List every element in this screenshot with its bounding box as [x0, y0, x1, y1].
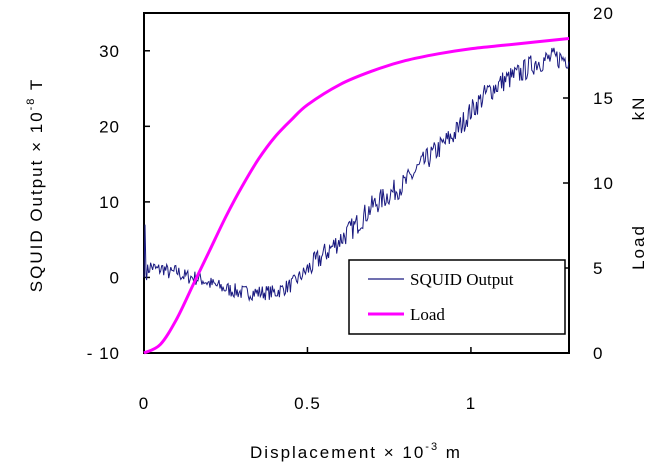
x-axis-title-unit: m [439, 443, 462, 462]
y-left-tick-label-0: - 10 [87, 344, 120, 363]
x-tick-label-0: 0 [139, 394, 149, 413]
y-right-tick-label-4: 20 [593, 4, 614, 23]
legend-label-load: Load [410, 305, 445, 324]
x-axis-title-exponent: -3 [425, 441, 439, 453]
y-left-tick-label-1: 0 [110, 268, 120, 287]
legend-label-squid: SQUID Output [410, 270, 514, 289]
series-line-squid-output [143, 47, 570, 302]
y-right-tick-label-1: 5 [593, 259, 603, 278]
y-axis-right-unit: kN [629, 96, 648, 121]
legend-box [348, 259, 566, 335]
y-right-tick-label-3: 15 [593, 89, 614, 108]
y-axis-right-title: Load [629, 224, 648, 270]
ticks-layer: 0 0.5 1 - 10 0 10 20 30 0 5 10 15 20 [87, 4, 614, 413]
series-layer [143, 37, 570, 355]
y-left-tick-label-4: 30 [99, 42, 120, 61]
y-axis-left-title-unit: T [27, 78, 46, 97]
y-right-tick-label-2: 10 [593, 174, 614, 193]
y-left-tick-label-3: 20 [99, 117, 120, 136]
x-tick-label-1: 0.5 [294, 394, 321, 413]
x-tick-label-2: 1 [466, 394, 476, 413]
y-left-tick-label-2: 10 [99, 193, 120, 212]
x-axis-title: Displacement × 10-3 m [250, 441, 462, 462]
y-axis-left-title: SQUID Output × 10-8 T [25, 78, 46, 292]
y-right-tick-label-0: 0 [593, 344, 603, 363]
y-axis-left-title-exponent: -8 [25, 97, 37, 111]
legend: SQUID Output Load [348, 259, 566, 335]
series-line-load [143, 37, 570, 355]
